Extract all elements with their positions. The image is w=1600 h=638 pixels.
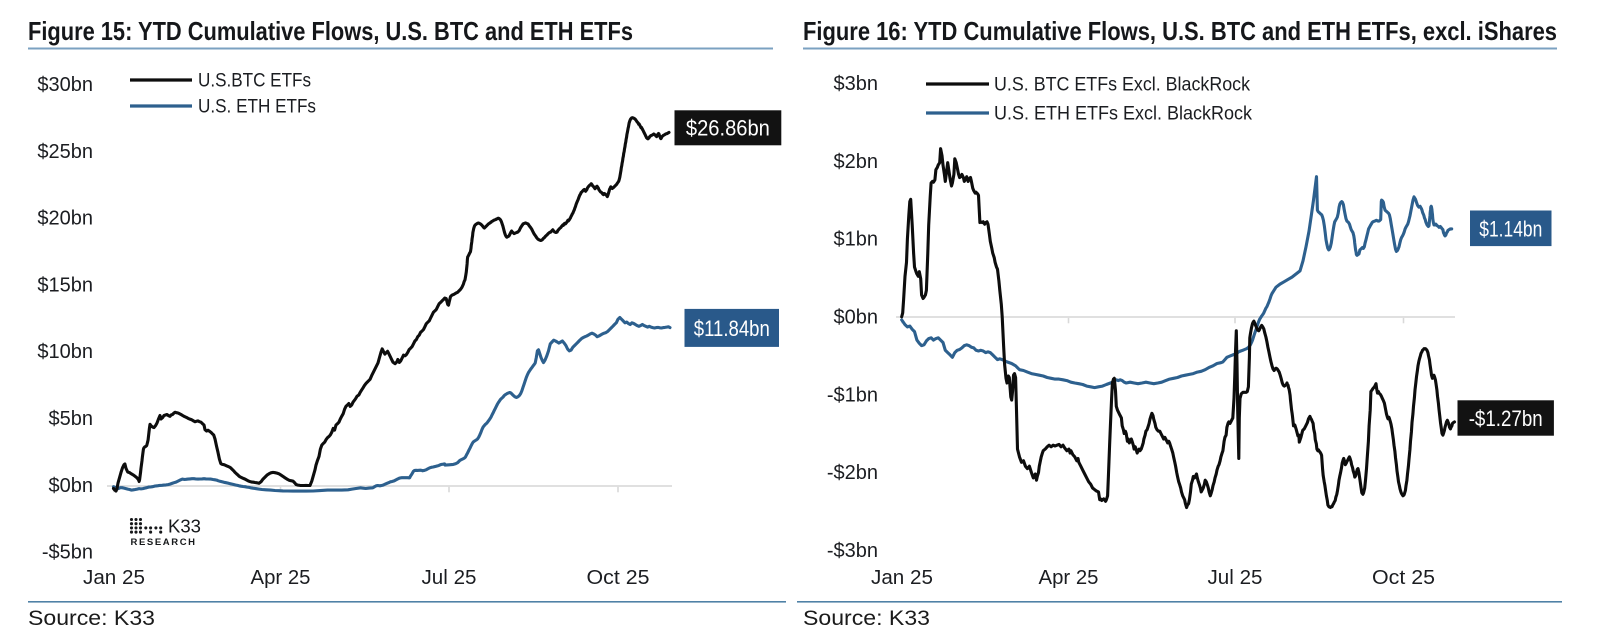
svg-text:-$5bn: -$5bn bbox=[42, 542, 93, 564]
svg-text:$3bn: $3bn bbox=[834, 73, 879, 95]
svg-text:$30bn: $30bn bbox=[37, 74, 93, 96]
svg-text:$15bn: $15bn bbox=[37, 274, 93, 296]
svg-text:$25bn: $25bn bbox=[37, 141, 93, 163]
svg-text:K33: K33 bbox=[168, 516, 201, 537]
svg-text:$26.86bn: $26.86bn bbox=[686, 116, 770, 141]
svg-text:Jul 25: Jul 25 bbox=[1208, 567, 1263, 589]
svg-text:$1bn: $1bn bbox=[834, 229, 879, 251]
svg-text:RESEARCH: RESEARCH bbox=[131, 537, 197, 548]
svg-text:$10bn: $10bn bbox=[37, 341, 93, 363]
svg-text:-$1bn: -$1bn bbox=[827, 384, 878, 406]
svg-text:-$2bn: -$2bn bbox=[827, 462, 878, 484]
svg-text:Jan 25: Jan 25 bbox=[871, 567, 933, 589]
svg-text:$0bn: $0bn bbox=[834, 307, 879, 329]
svg-text:$2bn: $2bn bbox=[834, 151, 879, 173]
svg-text:$0bn: $0bn bbox=[49, 475, 94, 497]
svg-text:U.S. ETH ETFs Excl. BlackRock: U.S. ETH ETFs Excl. BlackRock bbox=[994, 104, 1252, 125]
svg-text:Oct 25: Oct 25 bbox=[1372, 567, 1435, 589]
svg-text:$11.84bn: $11.84bn bbox=[694, 316, 770, 341]
svg-text:Oct 25: Oct 25 bbox=[587, 567, 650, 589]
svg-text:Jan 25: Jan 25 bbox=[83, 567, 145, 589]
svg-text:U.S. ETH ETFs: U.S. ETH ETFs bbox=[198, 97, 316, 118]
svg-text:Apr 25: Apr 25 bbox=[1039, 567, 1099, 589]
svg-text:$1.14bn: $1.14bn bbox=[1479, 216, 1542, 241]
svg-text:U.S. BTC ETFs Excl. BlackRock: U.S. BTC ETFs Excl. BlackRock bbox=[994, 75, 1250, 96]
svg-text:-$1.27bn: -$1.27bn bbox=[1469, 406, 1543, 431]
svg-text:$5bn: $5bn bbox=[49, 408, 94, 430]
svg-text:$20bn: $20bn bbox=[37, 208, 93, 230]
svg-text:Figure 15: YTD Cumulative Flow: Figure 15: YTD Cumulative Flows, U.S. BT… bbox=[28, 16, 633, 46]
svg-text:Source: K33: Source: K33 bbox=[28, 607, 155, 630]
svg-text:Apr 25: Apr 25 bbox=[251, 567, 311, 589]
svg-text:Figure 16: YTD Cumulative Flow: Figure 16: YTD Cumulative Flows, U.S. BT… bbox=[803, 16, 1557, 46]
svg-text:-$3bn: -$3bn bbox=[827, 540, 878, 562]
svg-text:Jul 25: Jul 25 bbox=[422, 567, 477, 589]
svg-text:Source: K33: Source: K33 bbox=[803, 607, 930, 630]
svg-text:U.S.BTC ETFs: U.S.BTC ETFs bbox=[198, 71, 311, 92]
